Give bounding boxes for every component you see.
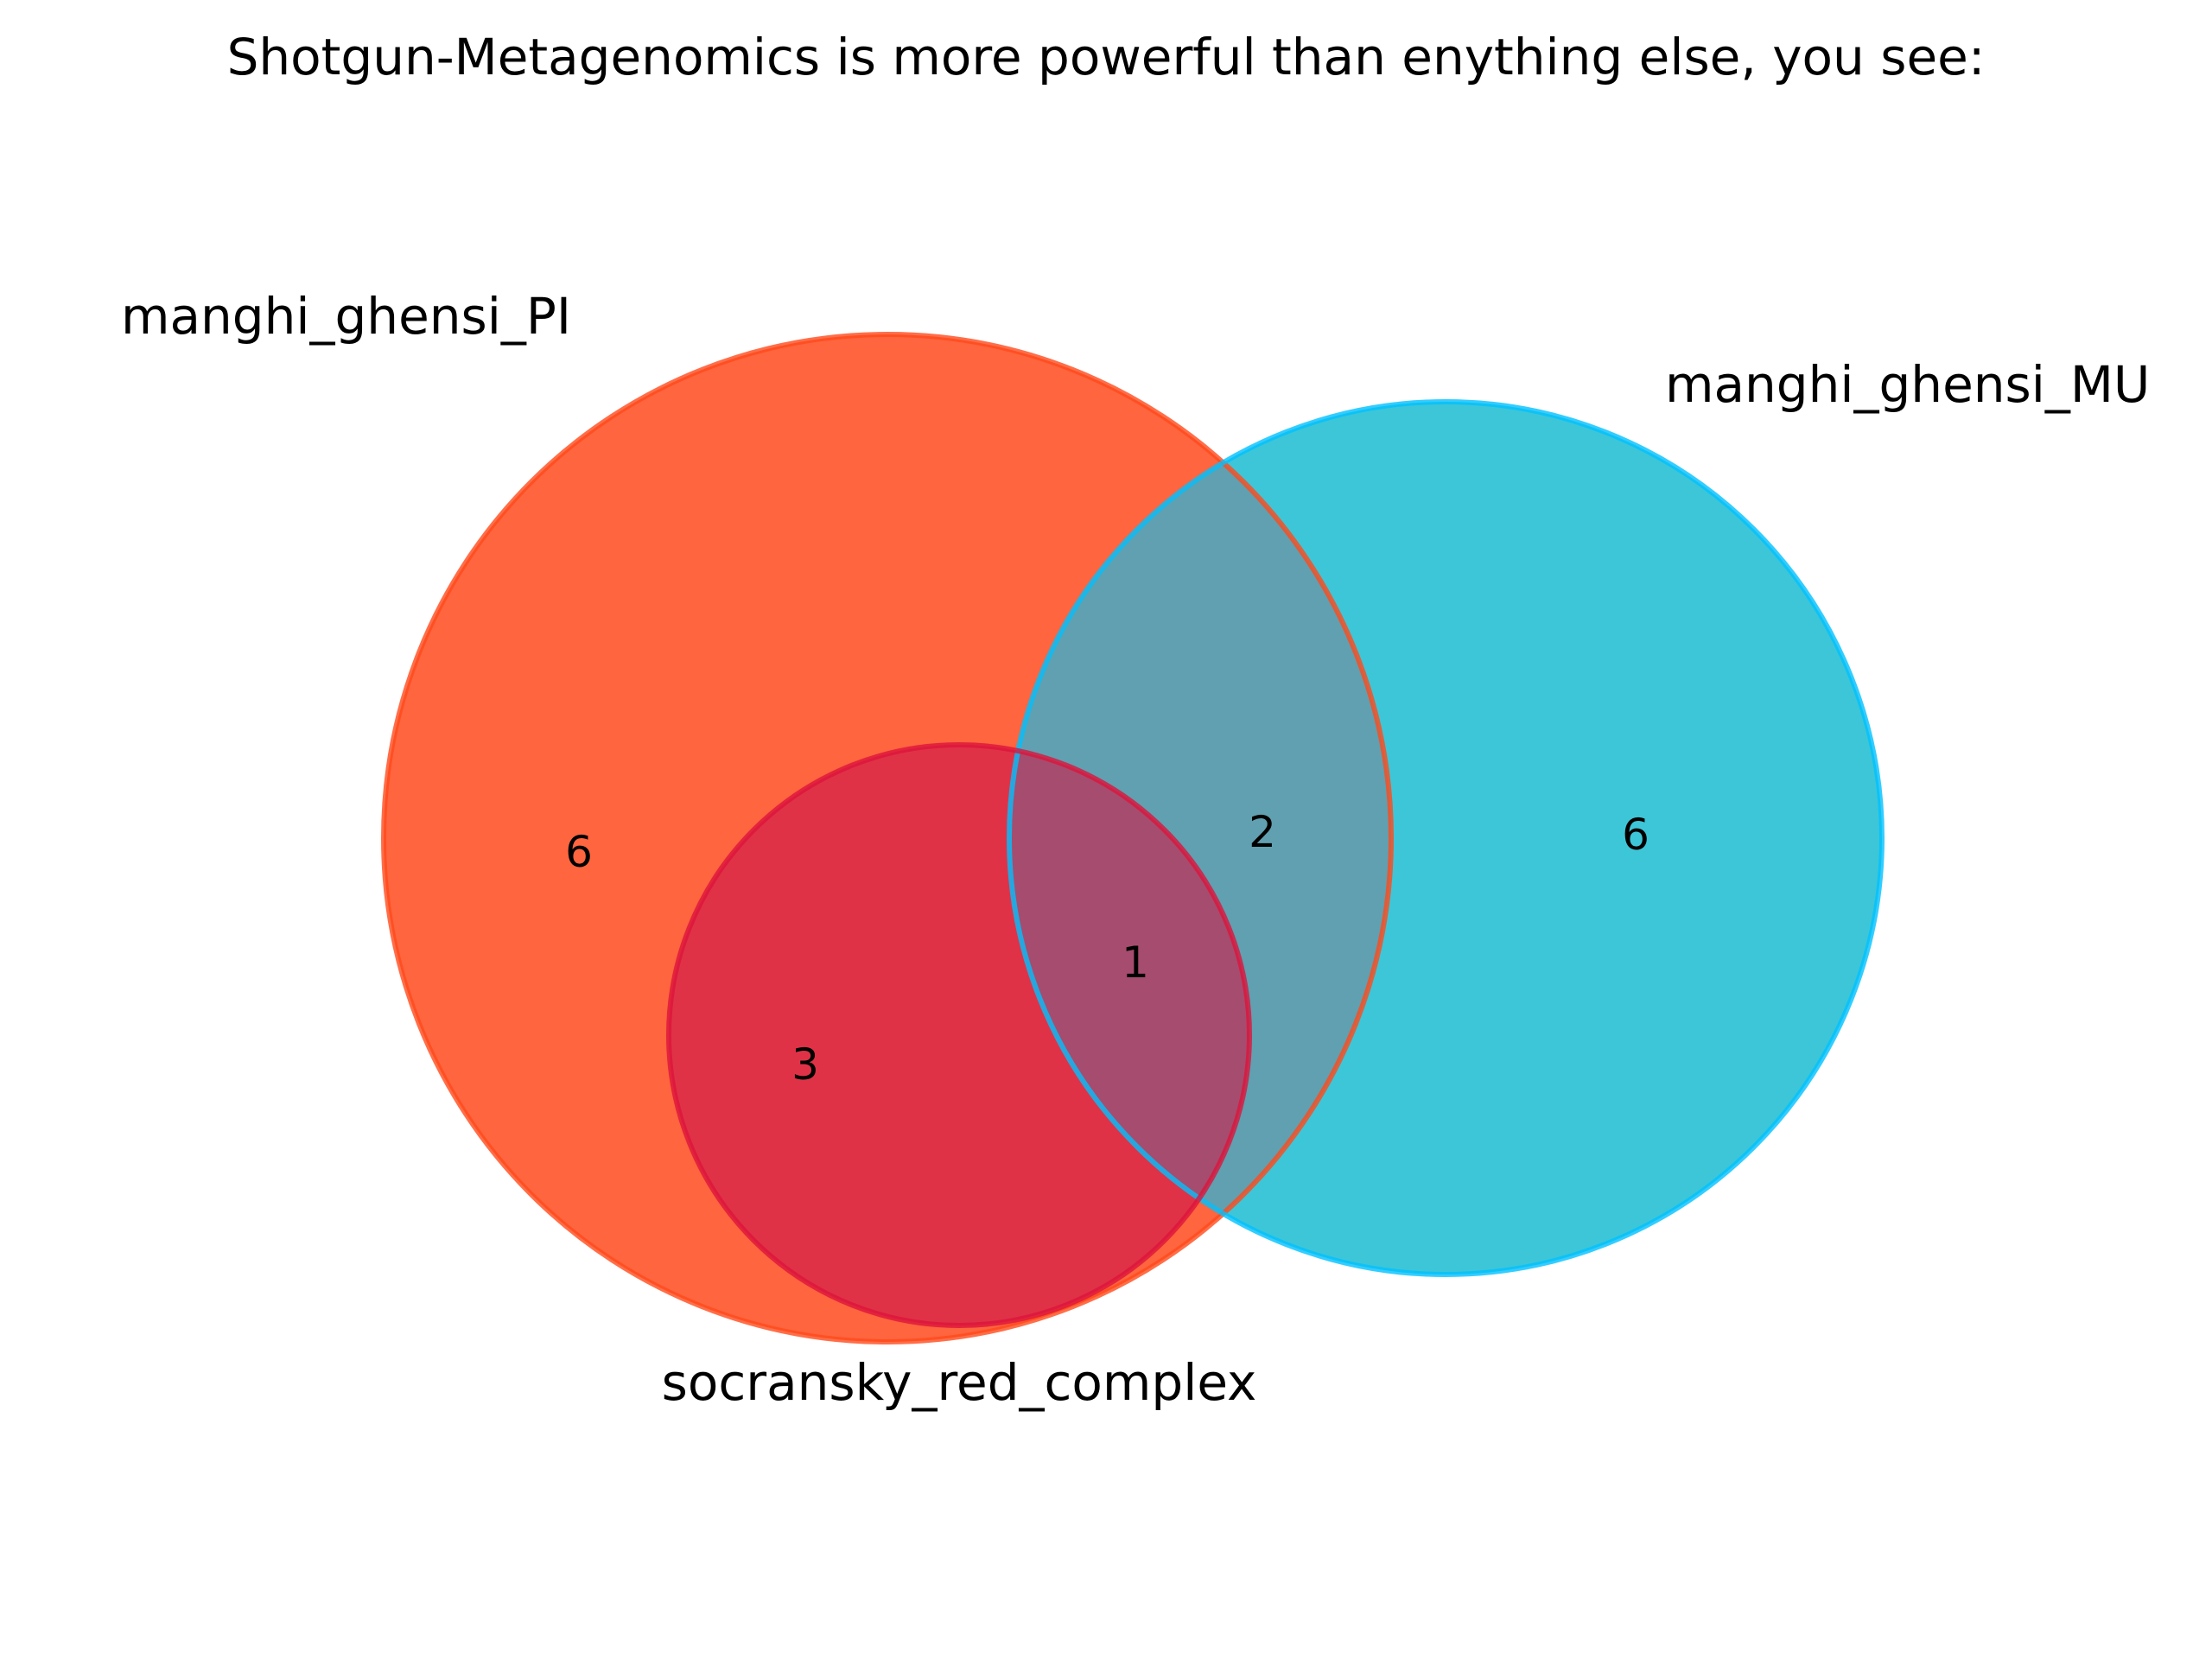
set-label-manghi-ghensi-pi: manghi_ghensi_PI <box>121 287 571 346</box>
region-count-pi-only: 6 <box>565 827 593 877</box>
set-outline-manghi-ghensi-mu <box>1007 399 1885 1277</box>
set-label-manghi-ghensi-mu: manghi_ghensi_MU <box>1665 355 2150 414</box>
region-count-mu-only: 6 <box>1622 810 1649 860</box>
region-count-pi-and-red: 3 <box>791 1039 819 1090</box>
set-outline-socransky-red-complex <box>666 742 1252 1328</box>
region-count-pi-mu-and-red: 1 <box>1122 938 1149 988</box>
region-count-pi-and-mu: 2 <box>1249 807 1276 857</box>
set-outline-manghi-ghensi-pi <box>381 332 1394 1344</box>
set-label-socransky-red-complex: socransky_red_complex <box>662 1353 1257 1412</box>
diagram-title: Shotgun-Metagenomics is more powerful th… <box>227 28 1986 86</box>
